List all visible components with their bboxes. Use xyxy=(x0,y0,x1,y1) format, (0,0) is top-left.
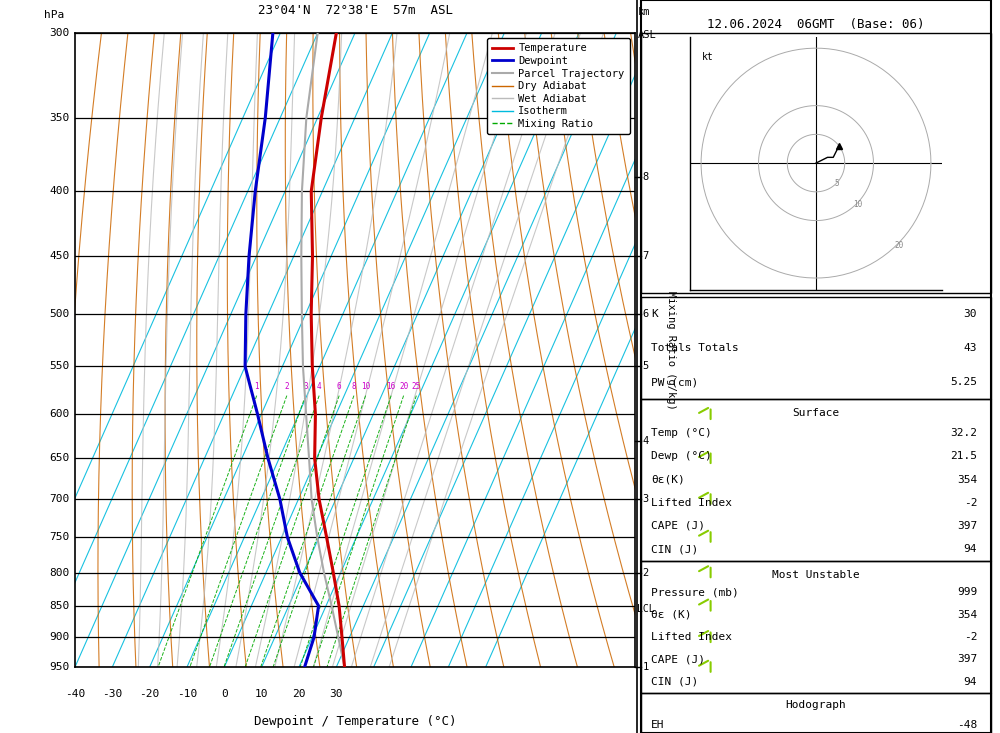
Text: 354: 354 xyxy=(957,610,977,619)
Text: 1: 1 xyxy=(254,382,259,391)
Text: 700: 700 xyxy=(49,494,69,504)
Text: 30: 30 xyxy=(330,689,343,699)
Text: CIN (J): CIN (J) xyxy=(651,544,699,554)
Text: 16: 16 xyxy=(386,382,396,391)
Text: 7: 7 xyxy=(642,251,649,261)
Text: CIN (J): CIN (J) xyxy=(651,677,699,687)
Text: 8: 8 xyxy=(352,382,356,391)
Text: -30: -30 xyxy=(102,689,122,699)
Text: θε(K): θε(K) xyxy=(651,474,685,485)
Text: CAPE (J): CAPE (J) xyxy=(651,521,705,531)
Text: 500: 500 xyxy=(49,309,69,319)
Text: 20: 20 xyxy=(292,689,306,699)
Text: 43: 43 xyxy=(964,343,977,353)
Text: Hodograph: Hodograph xyxy=(786,700,846,710)
Text: LCL: LCL xyxy=(637,604,654,614)
Text: Pressure (mb): Pressure (mb) xyxy=(651,587,739,597)
Text: 950: 950 xyxy=(49,662,69,672)
Text: 8: 8 xyxy=(642,172,649,183)
Text: 354: 354 xyxy=(957,474,977,485)
Text: -48: -48 xyxy=(957,720,977,730)
Text: 397: 397 xyxy=(957,655,977,664)
Text: -2: -2 xyxy=(964,632,977,642)
Text: 6: 6 xyxy=(642,309,649,319)
Text: 3: 3 xyxy=(303,382,308,391)
Text: 1: 1 xyxy=(642,662,649,672)
Text: 397: 397 xyxy=(957,521,977,531)
Text: PW (cm): PW (cm) xyxy=(651,377,699,387)
Text: Dewpoint / Temperature (°C): Dewpoint / Temperature (°C) xyxy=(254,715,456,728)
Text: Dewp (°C): Dewp (°C) xyxy=(651,452,712,461)
Text: -2: -2 xyxy=(964,498,977,508)
Text: 21.5: 21.5 xyxy=(950,452,977,461)
Legend: Temperature, Dewpoint, Parcel Trajectory, Dry Adiabat, Wet Adiabat, Isotherm, Mi: Temperature, Dewpoint, Parcel Trajectory… xyxy=(487,38,630,134)
Text: Mixing Ratio (g/kg): Mixing Ratio (g/kg) xyxy=(666,290,676,410)
Bar xyxy=(641,33,991,293)
Text: 94: 94 xyxy=(964,544,977,554)
Text: EH: EH xyxy=(651,720,665,730)
Text: 300: 300 xyxy=(49,28,69,38)
Text: 10: 10 xyxy=(853,200,862,209)
Text: 550: 550 xyxy=(49,361,69,372)
Text: 5.25: 5.25 xyxy=(950,377,977,387)
Text: 600: 600 xyxy=(49,409,69,419)
Text: 20: 20 xyxy=(399,382,408,391)
Text: -20: -20 xyxy=(140,689,160,699)
Text: Surface: Surface xyxy=(792,408,840,419)
Text: 900: 900 xyxy=(49,633,69,642)
Text: 350: 350 xyxy=(49,113,69,122)
Text: 23°04'N  72°38'E  57m  ASL: 23°04'N 72°38'E 57m ASL xyxy=(258,4,452,17)
Text: 4: 4 xyxy=(642,436,649,446)
Text: Lifted Index: Lifted Index xyxy=(651,498,732,508)
Text: 0: 0 xyxy=(221,689,228,699)
Text: 5: 5 xyxy=(642,361,649,372)
Text: 25: 25 xyxy=(412,382,421,391)
Text: hPa: hPa xyxy=(44,10,64,21)
Text: 30: 30 xyxy=(964,309,977,319)
Bar xyxy=(641,561,991,693)
Text: CAPE (J): CAPE (J) xyxy=(651,655,705,664)
Text: 10: 10 xyxy=(255,689,268,699)
Text: 20: 20 xyxy=(894,241,903,251)
Text: K: K xyxy=(651,309,658,319)
Text: 800: 800 xyxy=(49,567,69,578)
Text: θε (K): θε (K) xyxy=(651,610,692,619)
Text: km: km xyxy=(638,7,650,17)
Text: 850: 850 xyxy=(49,601,69,611)
Text: Temp (°C): Temp (°C) xyxy=(651,428,712,438)
Text: 2: 2 xyxy=(642,567,649,578)
Text: 999: 999 xyxy=(957,587,977,597)
Text: Most Unstable: Most Unstable xyxy=(772,570,860,580)
Text: Totals Totals: Totals Totals xyxy=(651,343,739,353)
Text: 32.2: 32.2 xyxy=(950,428,977,438)
Text: 3: 3 xyxy=(642,494,649,504)
Text: -10: -10 xyxy=(177,689,197,699)
Bar xyxy=(641,297,991,399)
Text: 750: 750 xyxy=(49,532,69,542)
Text: ASL: ASL xyxy=(638,30,657,40)
Text: 400: 400 xyxy=(49,186,69,196)
Text: 6: 6 xyxy=(337,382,341,391)
Text: -40: -40 xyxy=(65,689,85,699)
Text: 5: 5 xyxy=(834,180,839,188)
Text: 10: 10 xyxy=(361,382,370,391)
Text: 12.06.2024  06GMT  (Base: 06): 12.06.2024 06GMT (Base: 06) xyxy=(707,18,925,32)
Text: 94: 94 xyxy=(964,677,977,687)
Text: kt: kt xyxy=(702,52,714,62)
Text: 450: 450 xyxy=(49,251,69,261)
Text: 650: 650 xyxy=(49,453,69,463)
Bar xyxy=(641,693,991,733)
Text: 2: 2 xyxy=(285,382,289,391)
Text: Lifted Index: Lifted Index xyxy=(651,632,732,642)
Text: 4: 4 xyxy=(317,382,321,391)
Bar xyxy=(641,399,991,561)
